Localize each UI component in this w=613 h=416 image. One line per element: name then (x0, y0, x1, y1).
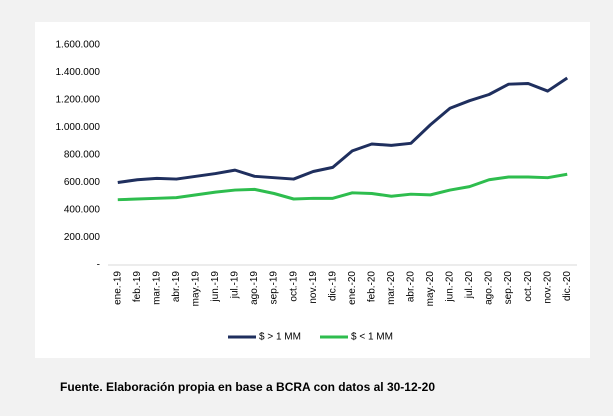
x-tick-label: sep.-20 (503, 271, 514, 305)
x-tick-label: mar.-19 (151, 271, 162, 305)
x-tick-label: dic.-20 (562, 271, 573, 301)
x-tick-label: may.-19 (191, 271, 202, 307)
x-tick-label: jun.-20 (445, 271, 456, 303)
x-tick-label: ago.-20 (484, 271, 495, 305)
y-tick-label: - (97, 260, 100, 271)
x-tick-label: jul.-20 (464, 271, 475, 300)
x-tick-label: jun.-19 (210, 271, 221, 303)
x-tick-label: feb.-20 (366, 271, 377, 303)
y-tick-label: 800.000 (64, 150, 101, 161)
x-tick-label: sep.-19 (269, 271, 280, 305)
x-tick-label: ene.-20 (347, 271, 358, 305)
y-tick-label: 600.000 (64, 177, 101, 188)
x-tick-label: mar.-20 (386, 271, 397, 305)
x-tick-label: nov.-19 (308, 271, 319, 304)
x-tick-label: ago.-19 (249, 271, 260, 305)
x-tick-label: oct.-19 (288, 271, 299, 302)
line-series (117, 76, 569, 184)
x-tick-label: nov.-20 (542, 271, 553, 304)
y-tick-label: 400.000 (64, 205, 101, 216)
x-tick-label: feb.-19 (132, 271, 143, 303)
x-tick-label: ene.-19 (112, 271, 123, 305)
x-tick-label: jul.-19 (230, 271, 241, 300)
x-tick-label: abr.-19 (171, 271, 182, 303)
legend-label: $ > 1 MM (259, 332, 301, 343)
y-tick-label: 1.200.000 (56, 95, 101, 106)
source-note: Fuente. Elaboración propia en base a BCR… (60, 380, 435, 394)
y-tick-label: 1.400.000 (56, 67, 101, 78)
y-tick-label: 200.000 (64, 232, 101, 243)
line-series (117, 172, 568, 202)
chart-panel (35, 22, 590, 358)
x-tick-label: may.-20 (425, 271, 436, 307)
x-tick-label: abr.-20 (406, 271, 417, 303)
x-tick-label: oct.-20 (523, 271, 534, 302)
legend-label: $ < 1 MM (351, 332, 393, 343)
y-tick-label: 1.600.000 (56, 40, 101, 51)
y-tick-label: 1.000.000 (56, 122, 101, 133)
x-tick-label: dic.-19 (327, 271, 338, 301)
